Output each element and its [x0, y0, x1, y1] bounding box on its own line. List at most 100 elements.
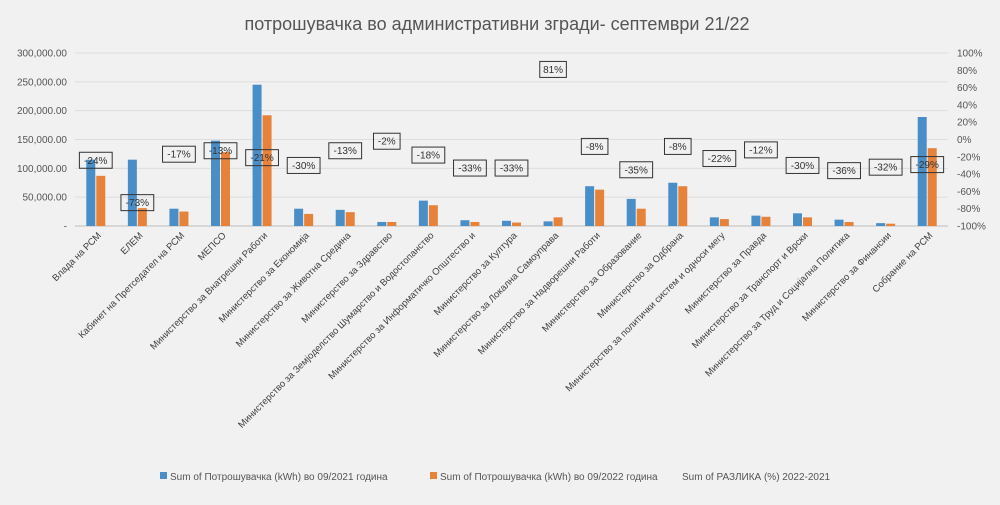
data-label-box [162, 145, 196, 163]
data-label: -8% [586, 142, 604, 153]
y2-tick-label: 100% [957, 49, 983, 60]
data-label: -35% [625, 165, 648, 176]
bar-2021 [86, 159, 96, 226]
data-label: -32% [874, 163, 897, 174]
y-tick-label: 100,000.00 [17, 164, 67, 175]
data-label: -73% [126, 198, 149, 209]
bar-2022 [428, 205, 438, 226]
bar-2021 [127, 159, 137, 226]
bar-2022 [470, 221, 480, 226]
y2-tick-label: 60% [957, 83, 977, 94]
bar-2021 [294, 208, 304, 226]
bar-2022 [553, 217, 563, 226]
data-label-box [453, 159, 487, 177]
bar-2022 [137, 208, 147, 226]
data-label-box [245, 149, 279, 167]
bar-2022 [886, 223, 896, 226]
data-label: -30% [791, 161, 814, 172]
legend-label: Sum of Потрошувачка (kWh) во 09/2021 год… [170, 472, 388, 483]
bar-2021 [543, 221, 553, 226]
data-label-box [120, 194, 155, 212]
bar-2021 [626, 198, 636, 226]
bar-2022 [304, 213, 314, 226]
bar-2022 [844, 221, 854, 226]
data-label-box [411, 146, 446, 164]
data-label-box [663, 137, 692, 155]
bar-2022 [221, 152, 230, 226]
bar-2021 [377, 221, 387, 226]
bar-2022 [719, 219, 729, 226]
bar-2021 [751, 215, 761, 226]
data-label-box [785, 156, 820, 174]
y-tick-label: 300,000.00 [17, 49, 67, 60]
data-label-box [868, 158, 903, 176]
bar-2021 [252, 84, 262, 226]
y2-tick-label: -80% [957, 204, 980, 215]
bar-2021 [169, 208, 179, 226]
data-label: -33% [458, 164, 481, 175]
data-label: -2% [378, 137, 396, 148]
y-tick-label: 50,000.00 [23, 193, 68, 204]
bar-2021 [585, 186, 595, 226]
bar-2022 [179, 211, 189, 226]
bar-2021 [418, 200, 428, 226]
data-label: -21% [250, 153, 273, 164]
data-label-box [539, 60, 567, 78]
data-labels: -24% -73% -17% -13% -21% -30% -13% -2% -18% -33% -… [78, 60, 945, 212]
y2-tick-label: -60% [957, 187, 980, 198]
y2-tick-label: -20% [957, 152, 980, 163]
y-axis-right: -100% -80% -60% -40% -20% 0% 20% 40% 60% 80% 100% [957, 49, 986, 233]
bars [86, 84, 937, 226]
bar-2021 [876, 223, 886, 226]
y2-tick-label: 0% [957, 135, 972, 146]
legend-label: Sum of РАЗЛИКА (%) 2022-2021 [682, 472, 831, 483]
bar-2021 [460, 220, 470, 226]
data-label: -8% [669, 142, 687, 153]
bar-2022 [345, 212, 355, 226]
bar-2022 [96, 175, 106, 226]
y2-tick-label: -40% [957, 170, 980, 181]
bar-2021 [502, 220, 511, 226]
data-label-box [580, 137, 609, 155]
y2-tick-label: 80% [957, 66, 977, 77]
y-tick-label: 150,000.00 [17, 135, 67, 146]
bar-2021 [668, 182, 678, 226]
data-label-box [203, 142, 238, 160]
bar-2021 [211, 140, 220, 226]
data-label-box [910, 156, 945, 174]
data-label: -30% [292, 161, 315, 172]
bar-2022 [761, 216, 771, 226]
bar-2022 [636, 208, 646, 226]
bar-2022 [262, 115, 272, 226]
data-label: -18% [417, 151, 440, 162]
data-label-box [619, 161, 654, 179]
y2-tick-label: 40% [957, 100, 977, 111]
bar-2021 [917, 117, 927, 226]
bar-2022 [803, 217, 812, 226]
data-label: -36% [832, 166, 855, 177]
y-tick-label: 200,000.00 [17, 106, 67, 117]
data-label: -22% [708, 154, 731, 165]
chart-title: потрошувачка во административни згради- … [245, 14, 750, 34]
bar-2022 [678, 186, 688, 226]
bar-2022 [512, 222, 521, 226]
y2-tick-label: -100% [957, 222, 986, 233]
data-label-box [328, 142, 363, 160]
data-label-box [827, 162, 861, 180]
data-label: -13% [334, 146, 357, 157]
data-label: -24% [84, 156, 107, 167]
data-label-box [286, 156, 321, 174]
bar-2021 [834, 219, 844, 226]
data-label: -17% [167, 150, 190, 161]
data-label-box [494, 159, 529, 177]
bar-2021 [709, 217, 719, 226]
legend-swatch [160, 472, 167, 479]
legend-label: Sum of Потрошувачка (kWh) во 09/2022 год… [440, 472, 658, 483]
bar-2022 [927, 148, 937, 226]
data-label: -12% [749, 145, 772, 156]
data-label-box [372, 132, 401, 150]
y-axis-left: - 50,000.00 100,000.00 150,000.00 200,000.00… [17, 49, 67, 233]
bar-2021 [793, 213, 802, 226]
